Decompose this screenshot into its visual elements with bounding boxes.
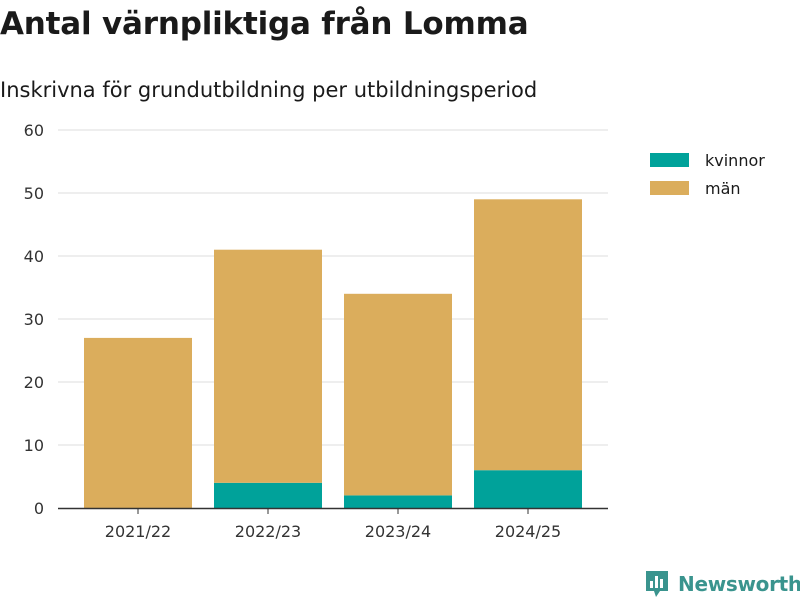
bar-kvinnor-2024-25 — [474, 470, 582, 508]
y-tick-label-60: 60 — [24, 121, 44, 140]
legend-swatch-kvinnor — [650, 153, 689, 167]
x-tick-label-2023-24: 2023/24 — [365, 522, 431, 541]
chart-title: Antal värnpliktiga från Lomma — [0, 6, 529, 42]
chart-subtitle: Inskrivna för grundutbildning per utbild… — [0, 78, 538, 102]
newsworthy-logo[interactable]: Newsworthy — [644, 569, 800, 599]
y-tick-label-50: 50 — [24, 184, 44, 203]
y-tick-label-20: 20 — [24, 373, 44, 392]
legend-item-man: män — [650, 174, 765, 202]
bar-man-2023-24 — [344, 293, 452, 496]
legend-label-kvinnor: kvinnor — [705, 150, 765, 170]
legend-swatch-man — [650, 181, 689, 195]
x-tick-label-2021-22: 2021/22 — [105, 522, 171, 541]
y-tick-label-30: 30 — [24, 310, 44, 329]
y-tick-label-0: 0 — [34, 499, 44, 518]
y-axis: 0 10 20 30 40 50 60 — [24, 121, 44, 518]
legend: kvinnor män — [650, 146, 765, 202]
y-tick-label-10: 10 — [24, 436, 44, 455]
bar-kvinnor-2023-24 — [344, 495, 452, 508]
legend-label-man: män — [705, 178, 741, 198]
x-tick-label-2022-23: 2022/23 — [235, 522, 301, 541]
newsworthy-logo-text: Newsworthy — [678, 572, 800, 596]
bar-man-2021-22 — [84, 337, 192, 508]
x-tick-label-2024-25: 2024/25 — [495, 522, 561, 541]
legend-item-kvinnor: kvinnor — [650, 146, 765, 174]
bars — [84, 199, 582, 508]
x-axis: 2021/22 2022/23 2023/24 2024/25 — [58, 507, 608, 541]
bar-man-2022-23 — [214, 249, 322, 483]
bar-kvinnor-2022-23 — [214, 482, 322, 508]
newsworthy-logo-icon — [646, 571, 668, 597]
y-tick-label-40: 40 — [24, 247, 44, 266]
bar-man-2024-25 — [474, 199, 582, 471]
